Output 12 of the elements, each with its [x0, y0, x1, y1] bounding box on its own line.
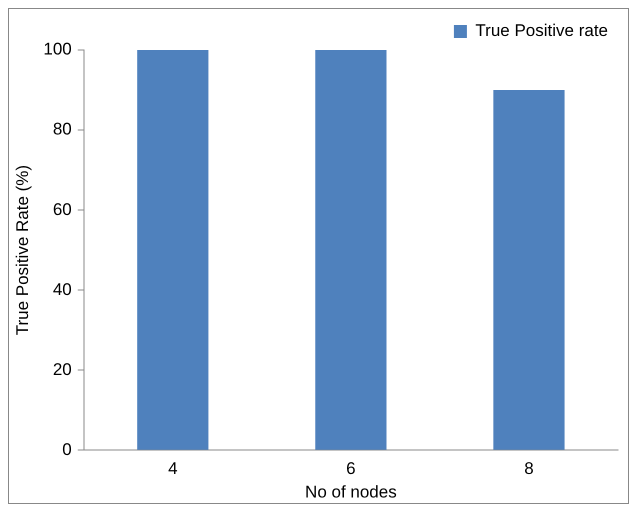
y-tick-label: 40: [52, 280, 72, 299]
x-tick-label: 6: [346, 459, 356, 478]
x-tick-label: 8: [524, 459, 534, 478]
x-tick-label: 4: [168, 459, 178, 478]
y-tick-label: 0: [62, 440, 72, 459]
y-axis-title: True Positive Rate (%): [12, 164, 32, 336]
y-tick-label: 20: [52, 360, 72, 379]
y-tick-label: 80: [52, 120, 72, 139]
x-axis-title: No of nodes: [305, 482, 397, 502]
y-tick-label: 60: [52, 200, 72, 219]
y-tick-label: 100: [43, 40, 72, 59]
legend-label: True Positive rate: [475, 21, 608, 40]
